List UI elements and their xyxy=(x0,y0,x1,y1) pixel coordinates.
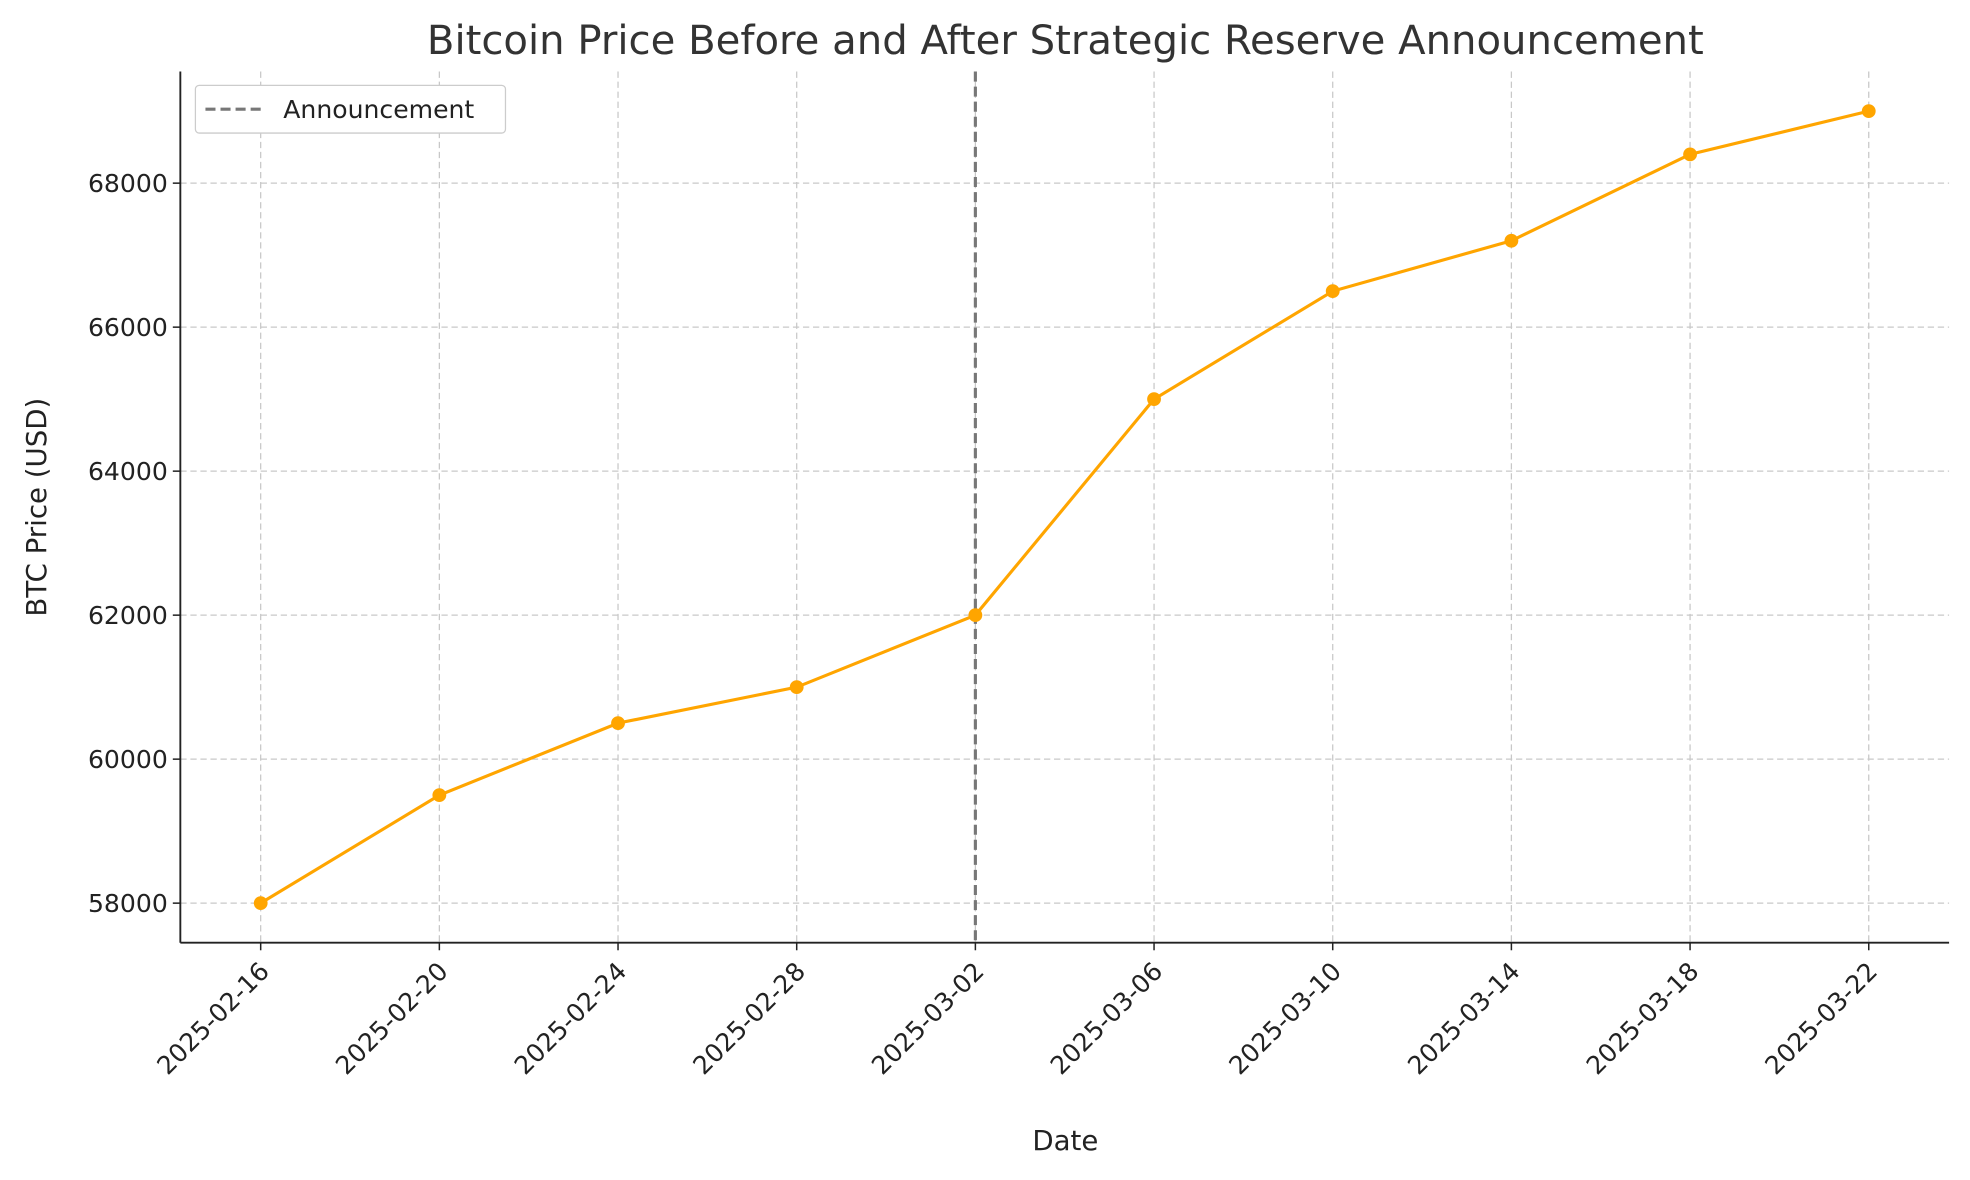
data-point xyxy=(253,896,268,911)
y-tick-label: 60000 xyxy=(88,745,168,774)
legend-label-announcement: Announcement xyxy=(283,95,474,124)
data-point xyxy=(1861,104,1876,119)
x-tick-label: 2025-03-10 xyxy=(1223,957,1347,1081)
data-point xyxy=(1504,233,1519,248)
legend: Announcement xyxy=(194,84,507,134)
y-tick-label: 64000 xyxy=(88,457,168,486)
y-tick-label: 68000 xyxy=(88,169,168,198)
data-point xyxy=(1147,392,1161,407)
y-axis-label: BTC Price (USD) xyxy=(20,398,53,617)
x-tick-label: 2025-03-06 xyxy=(1045,957,1169,1081)
data-point xyxy=(611,716,625,731)
chart-title: Bitcoin Price Before and After Strategic… xyxy=(427,18,1704,64)
x-tick-label: 2025-03-18 xyxy=(1581,957,1705,1081)
x-tick-label: 2025-02-20 xyxy=(330,957,454,1081)
legend-box xyxy=(194,84,507,134)
y-tick-label: 66000 xyxy=(88,313,168,342)
x-tick-label: 2025-03-22 xyxy=(1759,957,1883,1081)
x-tick-label: 2025-02-16 xyxy=(151,957,275,1081)
x-tick-label: 2025-03-14 xyxy=(1402,957,1526,1081)
series-line xyxy=(259,109,1870,905)
data-point xyxy=(432,788,447,803)
x-axis-label: Date xyxy=(1032,1124,1098,1157)
data-point xyxy=(1683,147,1697,162)
grid xyxy=(180,71,1950,943)
y-tick-label: 62000 xyxy=(88,601,168,630)
x-tick-label: 2025-02-24 xyxy=(509,957,633,1081)
data-point xyxy=(968,608,983,623)
x-ticks: 2025-02-16 2025-02-20 2025-02-24 2025-02-28… xyxy=(151,942,1883,1081)
y-ticks: 58000 60000 62000 64000 66000 68000 xyxy=(88,169,181,918)
x-tick-label: 2025-03-02 xyxy=(866,957,990,1081)
data-point xyxy=(789,680,804,695)
x-tick-label: 2025-02-28 xyxy=(687,957,811,1081)
y-tick-label: 58000 xyxy=(88,889,168,918)
axes xyxy=(179,71,1950,944)
series-btc-price xyxy=(253,104,1876,911)
data-point xyxy=(1325,284,1340,299)
